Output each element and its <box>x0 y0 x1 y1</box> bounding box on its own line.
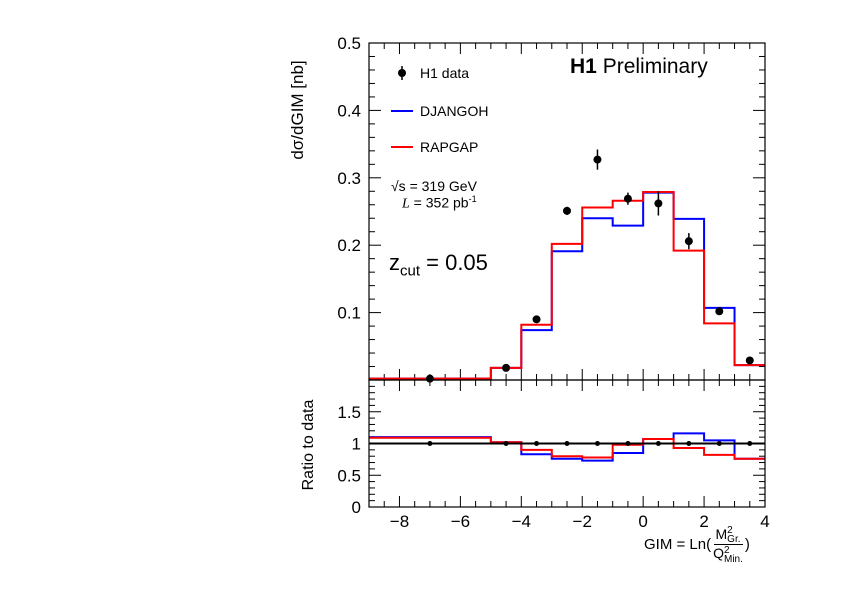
x-tick-label: −6 <box>451 512 470 531</box>
y-tick-label: 0.5 <box>337 34 361 53</box>
data-point <box>534 441 540 446</box>
data-point <box>684 237 693 246</box>
x-tick-label: 0 <box>638 512 647 531</box>
legend-data-marker <box>398 69 406 77</box>
annotation-lumi: L = 352 pb-1 <box>402 194 477 213</box>
xlabel-fraction: M 2 Gr. Q 2 Min. <box>711 526 745 564</box>
xlabel-den-sup: 2 <box>724 544 730 556</box>
ratio-frame <box>368 379 766 508</box>
x-tick-label: 2 <box>699 512 708 531</box>
data-point <box>563 206 571 215</box>
xlabel-num: M <box>715 526 728 542</box>
xlabel-num-sup: 2 <box>727 525 733 537</box>
ratio-y-axis-title: Ratio to data <box>300 399 317 491</box>
data-point <box>593 155 602 164</box>
y-tick-label: 0.4 <box>337 101 361 120</box>
lumi-value: = 352 pb <box>409 194 469 211</box>
title-rest: Preliminary <box>602 55 708 78</box>
zcut-value: = 0.05 <box>420 250 488 275</box>
data-point <box>623 194 632 203</box>
y-tick-label: 0.1 <box>337 304 361 323</box>
legend-label-data: H1 data <box>420 65 470 81</box>
data-point <box>594 441 600 446</box>
x-tick-label: −2 <box>573 512 592 531</box>
xlabel-suffix: ) <box>744 536 750 554</box>
y-tick-label: 1.5 <box>337 403 361 422</box>
x-axis-title: GIM = Ln( M 2 Gr. Q 2 Min. ) <box>644 526 750 564</box>
lumi-symbol: L <box>402 196 410 212</box>
data-point <box>715 307 724 316</box>
zcut-sub: cut <box>400 262 421 280</box>
y-tick-label: 0 <box>352 498 361 517</box>
x-tick-label: 4 <box>760 512 769 531</box>
xlabel-den: Q <box>713 545 724 562</box>
data-point <box>564 441 570 446</box>
y-tick-label: 0.5 <box>337 466 361 485</box>
title-h1: H1 <box>570 55 597 78</box>
xlabel-num-sub: Gr. <box>727 534 741 546</box>
xlabel-denominator: Q 2 Min. <box>711 544 745 565</box>
annotation-zcut: zcut = 0.05 <box>389 250 488 279</box>
xlabel-den-sub: Min. <box>724 553 743 565</box>
series-rapgap <box>369 190 765 380</box>
x-tick-label: −4 <box>512 512 531 531</box>
legend-label-djangoh: DJANGOH <box>420 103 489 119</box>
data-point <box>655 441 661 446</box>
data-point <box>747 441 753 446</box>
data-point <box>502 363 511 372</box>
y-tick-label: 0.2 <box>337 236 361 255</box>
annotation-sqrt-s: √s = 319 GeV <box>391 178 477 194</box>
x-tick-label: −8 <box>390 512 409 531</box>
y-tick-label: 0.3 <box>337 169 361 188</box>
xlabel-numerator: M 2 Gr. <box>713 525 743 546</box>
y-tick-label: 1 <box>352 435 361 454</box>
data-point <box>427 441 433 446</box>
data-point <box>425 374 434 383</box>
data-point <box>686 441 692 446</box>
data-point <box>716 441 722 446</box>
legend-label-rapgap: RAPGAP <box>420 139 479 155</box>
xlabel-prefix: GIM = Ln( <box>644 536 712 554</box>
data-point <box>503 441 509 446</box>
data-point <box>625 441 631 446</box>
plot-title: H1 Preliminary <box>570 55 708 79</box>
data-point <box>745 356 754 365</box>
data-point <box>532 315 541 324</box>
zcut-z: z <box>389 250 400 275</box>
y-axis-title: dσ/dGIM [nb] <box>288 60 307 160</box>
data-point <box>654 199 663 208</box>
lumi-exponent: -1 <box>468 194 477 204</box>
series-djangoh <box>369 191 765 380</box>
